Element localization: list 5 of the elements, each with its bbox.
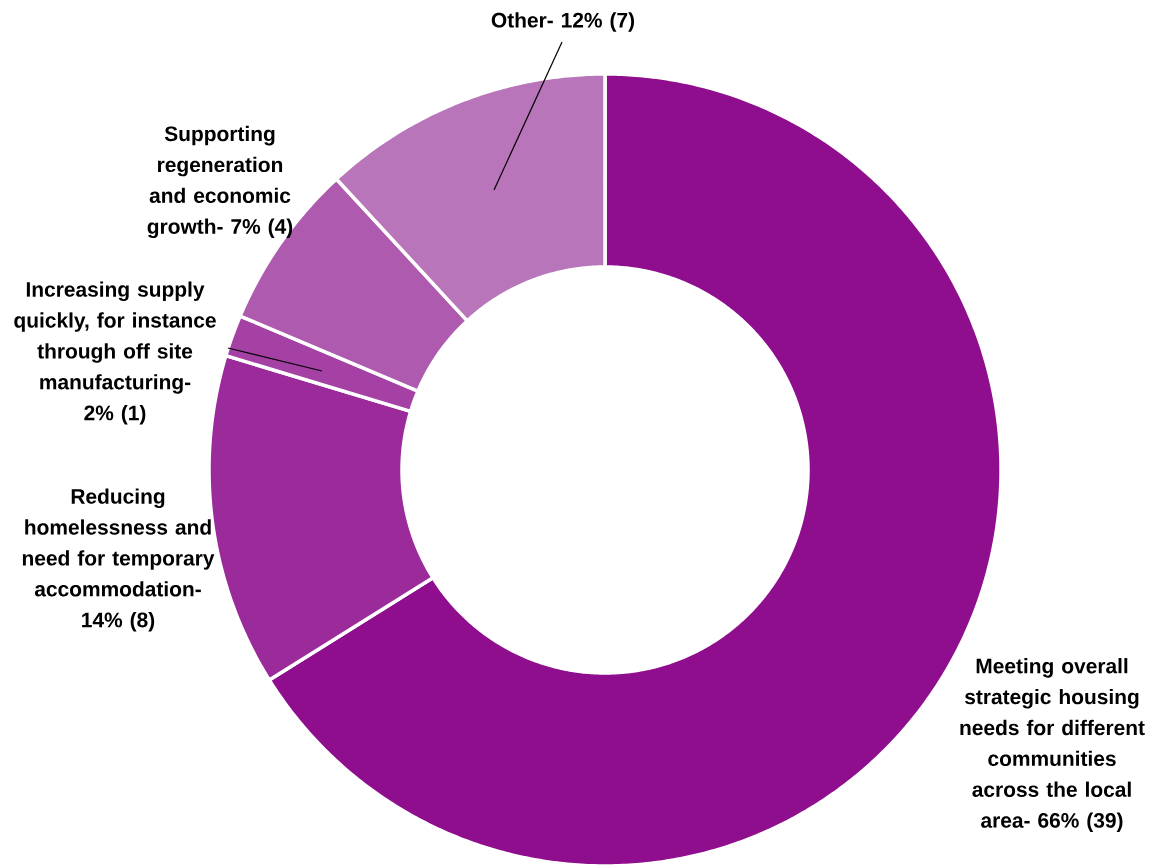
slice-label: Reducing homelessness and need for temporary accommodation- 14% (8) xyxy=(22,488,215,632)
slice-label: Meeting overall strategic housing needs for different communities across the local area- 66% (39) xyxy=(960,658,1145,832)
slice-label: Increasing supply quickly, for instance through off site manufacturing- 2% (1) xyxy=(14,281,216,425)
slice-label: Other- 12% (7) xyxy=(491,12,635,32)
slice-label: Supporting regeneration and economic growth- 7% (4) xyxy=(147,125,293,239)
